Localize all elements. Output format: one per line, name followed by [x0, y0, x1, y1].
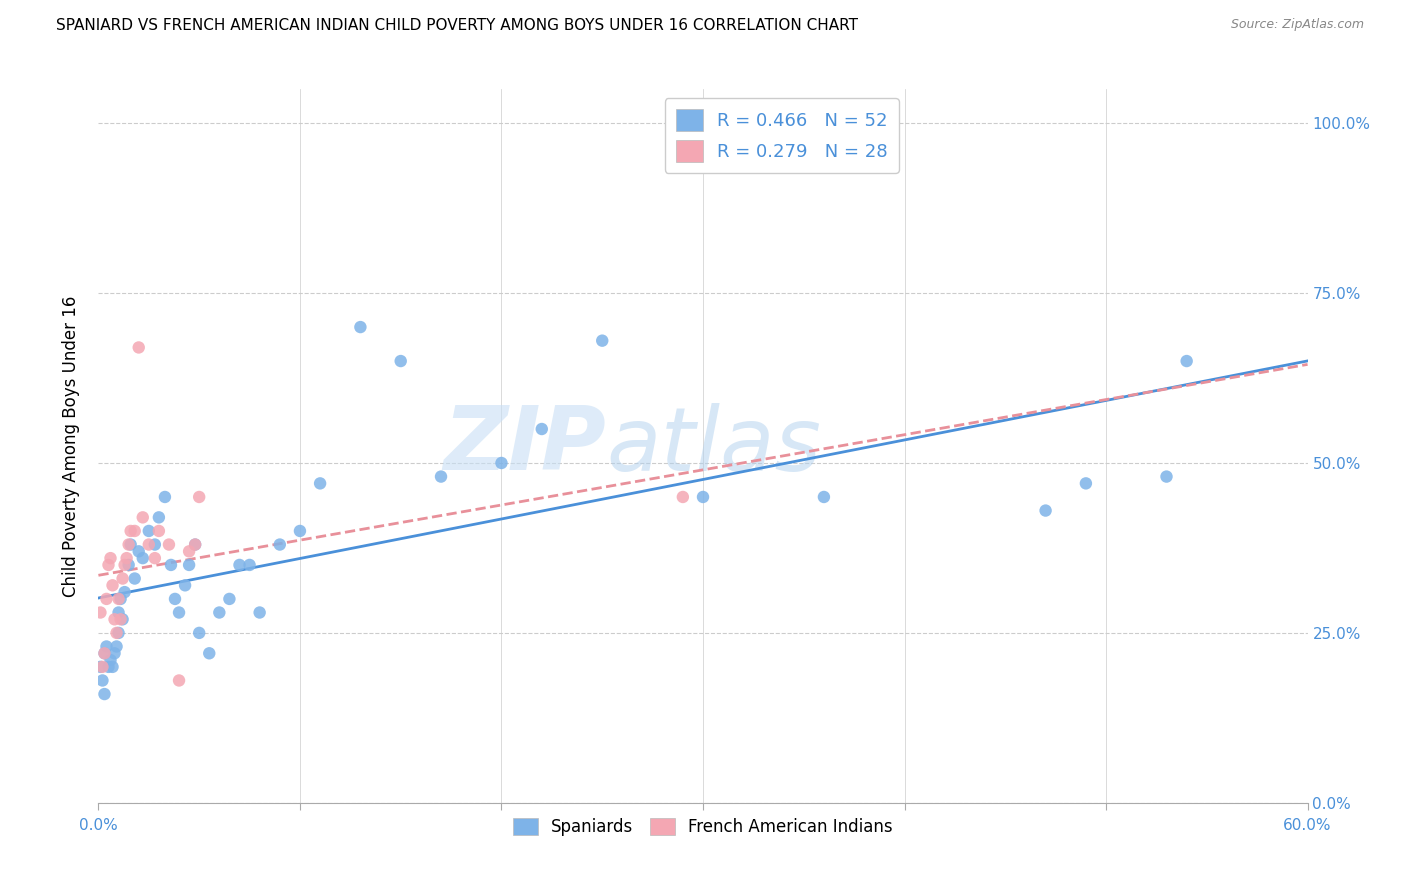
- Point: [184, 537, 207, 551]
- Point: [249, 606, 271, 620]
- Point: [118, 558, 141, 572]
- Point: [110, 591, 132, 606]
- Point: [114, 558, 136, 572]
- Point: [111, 572, 134, 586]
- Point: [132, 551, 155, 566]
- Point: [91, 660, 114, 674]
- Point: [167, 673, 190, 688]
- Point: [115, 551, 138, 566]
- Point: [692, 490, 714, 504]
- Point: [160, 558, 183, 572]
- Text: atlas: atlas: [606, 403, 821, 489]
- Point: [218, 591, 240, 606]
- Text: Source: ZipAtlas.com: Source: ZipAtlas.com: [1230, 18, 1364, 31]
- Point: [91, 673, 114, 688]
- Point: [167, 606, 190, 620]
- Point: [148, 524, 170, 538]
- Point: [105, 626, 128, 640]
- Point: [349, 320, 371, 334]
- Point: [101, 660, 124, 674]
- Point: [100, 653, 122, 667]
- Point: [103, 612, 125, 626]
- Point: [138, 537, 160, 551]
- Point: [114, 585, 136, 599]
- Point: [208, 606, 231, 620]
- Point: [93, 687, 115, 701]
- Point: [96, 591, 118, 606]
- Point: [184, 537, 207, 551]
- Point: [672, 490, 695, 504]
- Point: [107, 591, 129, 606]
- Point: [143, 551, 166, 566]
- Point: [118, 537, 141, 551]
- Point: [157, 537, 180, 551]
- Point: [239, 558, 262, 572]
- Legend: Spaniards, French American Indians: Spaniards, French American Indians: [505, 810, 901, 845]
- Point: [107, 626, 129, 640]
- Point: [111, 612, 134, 626]
- Point: [530, 422, 553, 436]
- Y-axis label: Child Poverty Among Boys Under 16: Child Poverty Among Boys Under 16: [62, 295, 80, 597]
- Point: [1175, 354, 1198, 368]
- Point: [93, 646, 115, 660]
- Point: [120, 537, 142, 551]
- Text: SPANIARD VS FRENCH AMERICAN INDIAN CHILD POVERTY AMONG BOYS UNDER 16 CORRELATION: SPANIARD VS FRENCH AMERICAN INDIAN CHILD…: [56, 18, 858, 33]
- Point: [269, 537, 291, 551]
- Point: [430, 469, 453, 483]
- Point: [174, 578, 197, 592]
- Point: [89, 606, 111, 620]
- Point: [93, 646, 115, 660]
- Point: [138, 524, 160, 538]
- Point: [120, 524, 142, 538]
- Point: [309, 476, 332, 491]
- Point: [198, 646, 221, 660]
- Text: ZIP: ZIP: [443, 402, 606, 490]
- Point: [107, 606, 129, 620]
- Point: [228, 558, 250, 572]
- Point: [124, 524, 146, 538]
- Point: [101, 578, 124, 592]
- Point: [153, 490, 176, 504]
- Point: [96, 640, 118, 654]
- Point: [105, 640, 128, 654]
- Point: [163, 591, 186, 606]
- Point: [1074, 476, 1097, 491]
- Point: [124, 572, 146, 586]
- Point: [89, 660, 111, 674]
- Point: [188, 626, 211, 640]
- Point: [1035, 503, 1057, 517]
- Point: [103, 646, 125, 660]
- Point: [188, 490, 211, 504]
- Point: [128, 544, 150, 558]
- Point: [143, 537, 166, 551]
- Point: [1156, 469, 1178, 483]
- Point: [389, 354, 412, 368]
- Point: [288, 524, 311, 538]
- Point: [179, 558, 201, 572]
- Point: [148, 510, 170, 524]
- Point: [179, 544, 201, 558]
- Point: [132, 510, 155, 524]
- Point: [110, 612, 132, 626]
- Point: [97, 558, 120, 572]
- Point: [591, 334, 613, 348]
- Point: [128, 341, 150, 355]
- Point: [813, 490, 835, 504]
- Point: [491, 456, 513, 470]
- Point: [100, 551, 122, 566]
- Point: [97, 660, 120, 674]
